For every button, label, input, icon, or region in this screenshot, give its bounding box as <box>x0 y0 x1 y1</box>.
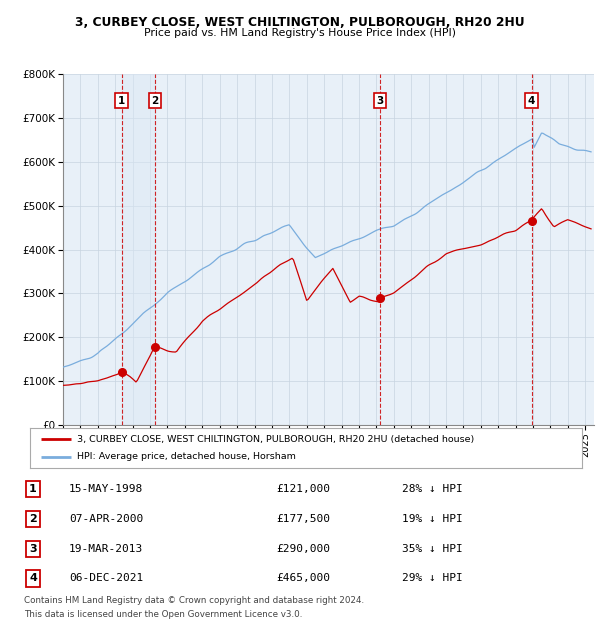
Text: 19-MAR-2013: 19-MAR-2013 <box>69 544 143 554</box>
Text: £290,000: £290,000 <box>276 544 330 554</box>
Text: 19% ↓ HPI: 19% ↓ HPI <box>402 514 463 524</box>
Text: 4: 4 <box>528 95 535 105</box>
Text: 3, CURBEY CLOSE, WEST CHILTINGTON, PULBOROUGH, RH20 2HU (detached house): 3, CURBEY CLOSE, WEST CHILTINGTON, PULBO… <box>77 435 474 443</box>
Text: Contains HM Land Registry data © Crown copyright and database right 2024.: Contains HM Land Registry data © Crown c… <box>24 596 364 606</box>
Text: £177,500: £177,500 <box>276 514 330 524</box>
Text: This data is licensed under the Open Government Licence v3.0.: This data is licensed under the Open Gov… <box>24 610 302 619</box>
Text: 2: 2 <box>151 95 158 105</box>
Text: £121,000: £121,000 <box>276 484 330 494</box>
Text: 07-APR-2000: 07-APR-2000 <box>69 514 143 524</box>
Text: 1: 1 <box>118 95 125 105</box>
Text: 2: 2 <box>29 514 37 524</box>
Text: £465,000: £465,000 <box>276 574 330 583</box>
Text: 28% ↓ HPI: 28% ↓ HPI <box>402 484 463 494</box>
Text: 35% ↓ HPI: 35% ↓ HPI <box>402 544 463 554</box>
Text: 3: 3 <box>377 95 384 105</box>
Text: 06-DEC-2021: 06-DEC-2021 <box>69 574 143 583</box>
Text: 3: 3 <box>29 544 37 554</box>
Bar <box>122 74 155 425</box>
Text: 29% ↓ HPI: 29% ↓ HPI <box>402 574 463 583</box>
Text: 3, CURBEY CLOSE, WEST CHILTINGTON, PULBOROUGH, RH20 2HU: 3, CURBEY CLOSE, WEST CHILTINGTON, PULBO… <box>75 16 525 29</box>
Text: Price paid vs. HM Land Registry's House Price Index (HPI): Price paid vs. HM Land Registry's House … <box>144 28 456 38</box>
Text: HPI: Average price, detached house, Horsham: HPI: Average price, detached house, Hors… <box>77 453 296 461</box>
Text: 1: 1 <box>29 484 37 494</box>
Text: 4: 4 <box>29 574 37 583</box>
Text: 15-MAY-1998: 15-MAY-1998 <box>69 484 143 494</box>
